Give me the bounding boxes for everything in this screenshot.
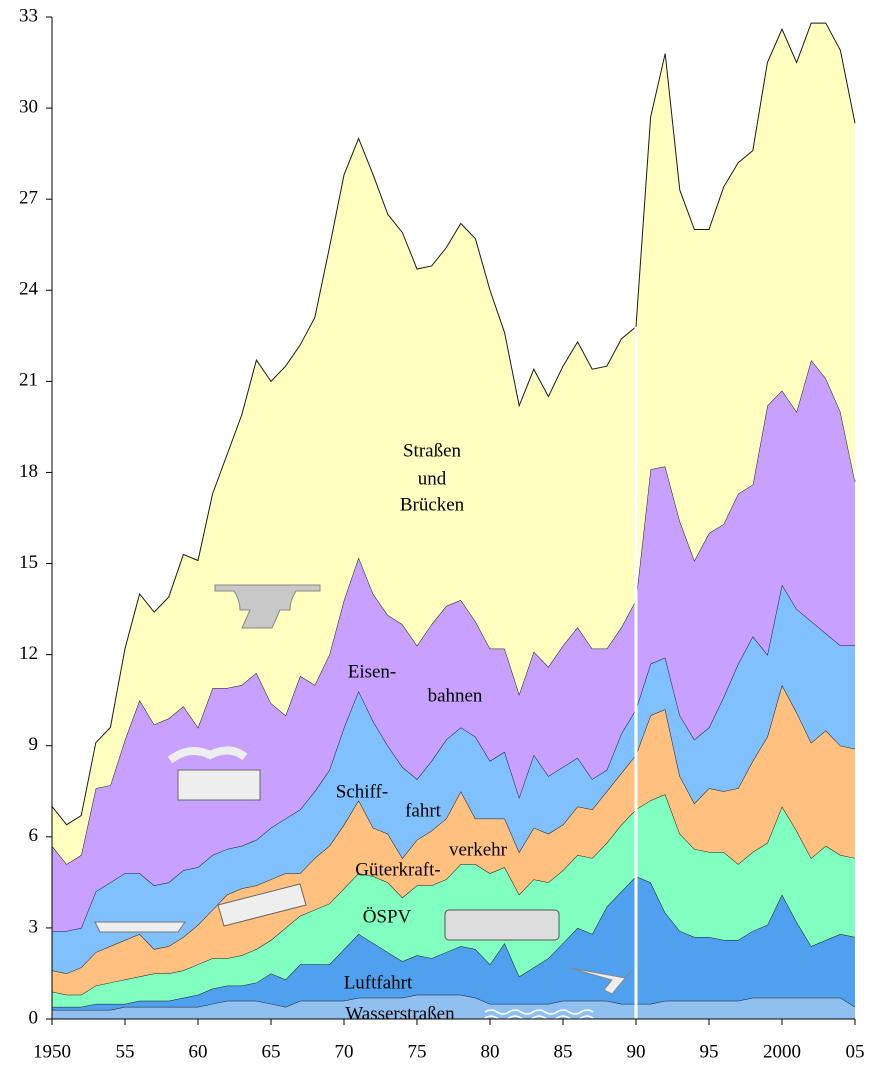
y-tick-label: 0 xyxy=(29,1007,39,1028)
x-tick-label: 95 xyxy=(700,1041,719,1062)
series-label: verkehr xyxy=(449,839,508,860)
y-tick-label: 9 xyxy=(29,734,39,755)
series-label: Straßen xyxy=(403,440,462,461)
series-label: Eisen- xyxy=(348,661,397,682)
area-edge xyxy=(51,359,856,865)
area-edge xyxy=(51,22,856,826)
x-tick-label: 75 xyxy=(408,1041,427,1062)
ship-icon xyxy=(94,921,186,933)
x-tick-label: 60 xyxy=(189,1041,208,1062)
y-tick-label: 24 xyxy=(19,279,39,300)
bus-icon xyxy=(444,909,560,941)
x-tick-label: 80 xyxy=(481,1041,500,1062)
y-tick-label: 21 xyxy=(19,370,38,391)
x-tick-label: 2000 xyxy=(763,1041,801,1062)
y-tick-label: 3 xyxy=(29,916,39,937)
area xyxy=(52,876,855,1010)
bridge-icon xyxy=(214,584,321,629)
truck-icon xyxy=(217,883,307,927)
icons xyxy=(94,584,633,1021)
series-label: Luftfahrt xyxy=(344,972,413,993)
series-label: und xyxy=(418,468,447,489)
y-tick-label: 6 xyxy=(29,825,39,846)
series-label: Brücken xyxy=(400,494,465,515)
y-tick-label: 33 xyxy=(19,5,38,26)
x-tick-label: 65 xyxy=(262,1041,281,1062)
y-tick-label: 27 xyxy=(19,188,38,209)
series-label: Wasserstraßen xyxy=(345,1003,455,1024)
series-label: Güterkraft- xyxy=(355,859,440,880)
train-icon xyxy=(177,769,261,801)
y-tick-label: 18 xyxy=(19,461,38,482)
series-label: bahnen xyxy=(428,685,483,706)
x-tick-label: 70 xyxy=(335,1041,354,1062)
x-tick-label: 1950 xyxy=(33,1041,71,1062)
area xyxy=(52,584,855,974)
smoke xyxy=(167,746,248,764)
x-tick-label: 85 xyxy=(554,1041,573,1062)
area xyxy=(52,23,855,865)
y-tick-label: 15 xyxy=(19,552,38,573)
series-label: fahrt xyxy=(405,800,442,821)
x-tick-label: 90 xyxy=(627,1041,646,1062)
plane-icon xyxy=(569,967,633,995)
y-tick-label: 30 xyxy=(19,96,38,117)
series-label: ÖSPV xyxy=(363,906,412,927)
x-tick-label: 05 xyxy=(846,1041,865,1062)
x-tick-label: 55 xyxy=(116,1041,135,1062)
y-tick-label: 12 xyxy=(19,643,38,664)
area xyxy=(52,794,855,1007)
series-label: Schiff- xyxy=(336,781,388,802)
water-waves xyxy=(484,1009,594,1021)
